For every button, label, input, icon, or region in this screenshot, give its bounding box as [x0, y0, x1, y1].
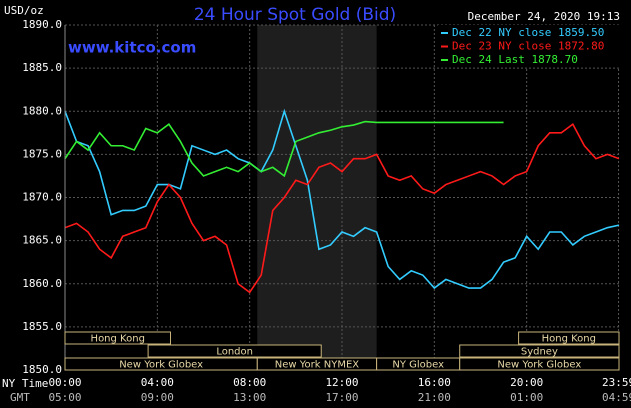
x-tick-label: 00:00: [48, 376, 81, 389]
y-axis-label: USD/oz: [4, 4, 44, 17]
x2-tick-label: 05:00: [48, 391, 81, 404]
session-box: [147, 344, 322, 358]
x-tick-label: 20:00: [510, 376, 543, 389]
timestamp: December 24, 2020 19:13: [468, 10, 620, 23]
x2-tick-label: 21:00: [418, 391, 451, 404]
session-box: [459, 357, 620, 371]
x2-tick-label: 17:00: [325, 391, 358, 404]
session-label: New York Globex: [497, 360, 581, 371]
x2-tick-label: 13:00: [233, 391, 266, 404]
legend-label: Dec 24 Last 1878.70: [452, 53, 578, 66]
x2-axis-label: GMT: [10, 391, 30, 404]
series-line: [64, 122, 620, 294]
x2-tick-label: 01:00: [510, 391, 543, 404]
session-label: New York Globex: [119, 360, 203, 371]
x-axis-label: NY Time: [2, 377, 48, 390]
y-tick-label: 1865.0: [22, 234, 62, 247]
x2-tick-label: 09:00: [141, 391, 174, 404]
y-tick-label: 1880.0: [22, 104, 62, 117]
session-label: Hong Kong: [91, 334, 145, 345]
x-tick-label: 04:00: [141, 376, 174, 389]
legend-box: [438, 25, 620, 67]
y-tick-label: 1890.0: [22, 18, 62, 31]
y-tick-label: 1870.0: [22, 191, 62, 204]
session-box: [64, 331, 171, 345]
brand: www.kitco.com: [68, 39, 196, 57]
x-tick-label: 08:00: [233, 376, 266, 389]
session-label: London: [216, 347, 253, 358]
session-label: Hong Kong: [542, 334, 596, 345]
y-tick-label: 1860.0: [22, 277, 62, 290]
legend-label: Dec 22 NY close 1859.50: [452, 26, 604, 39]
series-line: [64, 108, 620, 290]
y-tick-label: 1850.0: [22, 363, 62, 376]
chart-title: 24 Hour Spot Gold (Bid): [194, 5, 396, 25]
y-tick-label: 1885.0: [22, 61, 62, 74]
session-label: NY Globex: [392, 360, 444, 371]
session-box: [459, 344, 620, 358]
plot: [64, 24, 620, 371]
session-box: [518, 331, 620, 345]
x-tick-label: 12:00: [325, 376, 358, 389]
x-tick-label: 16:00: [418, 376, 451, 389]
y-tick-label: 1875.0: [22, 147, 62, 160]
y-tick-label: 1855.0: [22, 320, 62, 333]
series-line: [64, 120, 504, 178]
session-label: New York NYMEX: [275, 360, 360, 371]
x2-tick-label: 04:59: [602, 391, 631, 404]
x-tick-label: 23:59: [602, 376, 631, 389]
session-label: Sydney: [521, 347, 558, 358]
legend-label: Dec 23 NY close 1872.80: [452, 40, 604, 53]
